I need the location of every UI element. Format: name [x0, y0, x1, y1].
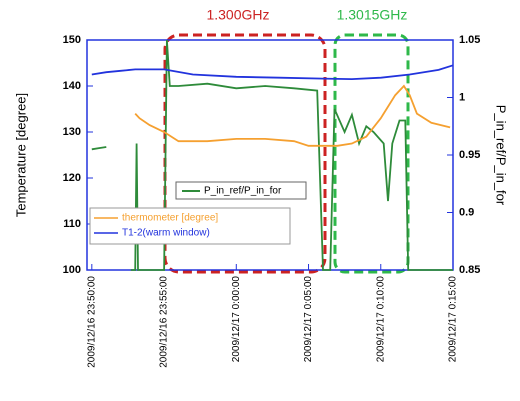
frequency-box	[333, 33, 410, 274]
legend-label: thermometer [degree]	[122, 213, 218, 224]
y2-tick-label: 0.9	[459, 206, 474, 218]
y-tick-label: 130	[63, 126, 81, 138]
x-tick-label: 2009/12/17 0:05:00	[303, 276, 314, 363]
legend-box	[175, 181, 307, 200]
y2-tick-label: 1	[459, 91, 465, 103]
series-line	[134, 84, 451, 147]
y2-tick-label: 0.85	[459, 264, 480, 276]
series-line	[91, 64, 454, 81]
x-tick-label: 2009/12/17 0:10:00	[375, 276, 386, 363]
y-tick-label: 110	[63, 218, 81, 230]
legend-box	[89, 207, 291, 245]
y-tick-label: 150	[63, 34, 81, 46]
y2-axis-title: P_in_ref/P_in_for	[494, 105, 509, 206]
legend: thermometer [degree] T1-2(warm window)	[89, 207, 291, 245]
x-tick-label: 2009/12/17 0:00:00	[231, 276, 242, 363]
annotation: 1.3015GHz	[337, 7, 408, 23]
y2-tick-label: 0.95	[459, 149, 480, 161]
legend-label: T1-2(warm window)	[122, 228, 210, 239]
y2-tick-label: 1.05	[459, 34, 480, 46]
x-tick-label: 2009/12/16 23:50:00	[86, 276, 97, 368]
annotation: 1.300GHz	[206, 7, 269, 23]
legend: P_in_ref/P_in_for	[175, 181, 307, 200]
x-tick-label: 2009/12/16 23:55:00	[159, 276, 170, 368]
series-line	[91, 39, 453, 271]
x-tick-label: 2009/12/17 0:15:00	[448, 276, 459, 363]
y-tick-label: 120	[63, 172, 81, 184]
y-tick-label: 140	[63, 80, 81, 92]
frequency-box	[163, 33, 327, 274]
legend-label: P_in_ref/P_in_for	[204, 186, 282, 197]
y-axis-title: Temperature [degree]	[13, 93, 28, 217]
y-tick-label: 100	[63, 264, 81, 276]
